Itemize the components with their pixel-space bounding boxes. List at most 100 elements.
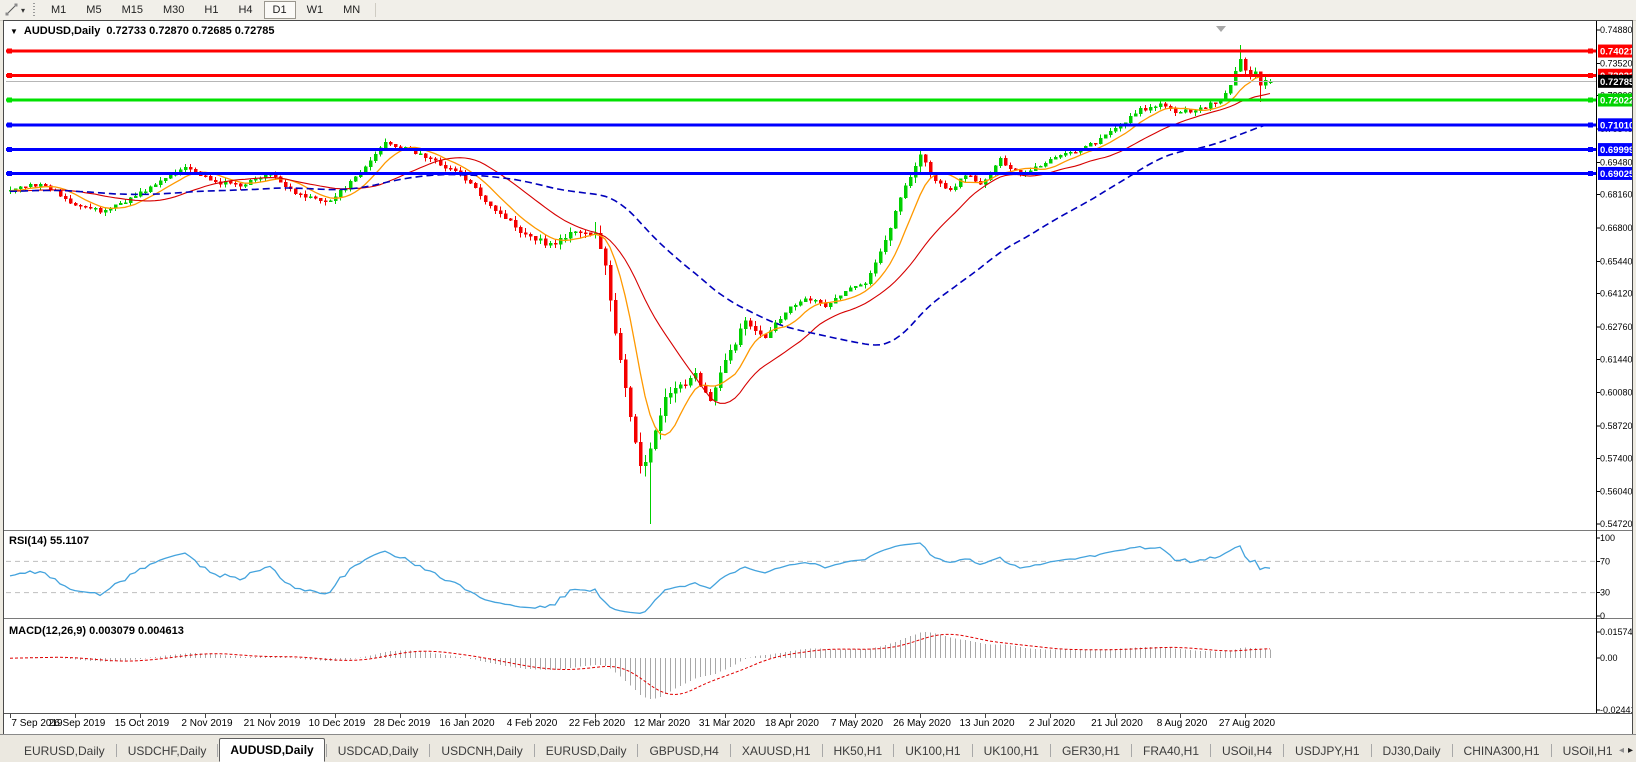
- date-label: 12 Mar 2020: [633, 718, 691, 729]
- macd-signal-line: [9, 633, 1271, 696]
- date-tick: [1180, 714, 1181, 718]
- chart-tab[interactable]: USOil,H1: [1562, 744, 1613, 758]
- price-badge: 0.69025: [1598, 166, 1632, 180]
- date-label: 8 Aug 2020: [1156, 718, 1208, 729]
- collapse-arrow-icon[interactable]: ▼: [10, 26, 18, 36]
- chart-tab[interactable]: XAUUSD,H1: [741, 744, 811, 758]
- line-handle: [1588, 97, 1593, 103]
- price-badge: 0.72785: [1598, 74, 1632, 88]
- chart-tab[interactable]: USDCAD,Daily: [337, 744, 419, 758]
- date-label: 21 Nov 2019: [243, 718, 301, 729]
- tab-separator: [533, 744, 535, 757]
- chart-tab[interactable]: GBPUSD,H4: [649, 744, 719, 758]
- price-tick-label: 0.58720: [1600, 421, 1632, 431]
- tab-separator: [893, 744, 895, 757]
- chart-title: ▼ AUDUSD,Daily 0.72733 0.72870 0.72685 0…: [10, 25, 275, 37]
- horizontal-lines: [6, 48, 1596, 176]
- rsi-axis-label: 70: [1600, 556, 1610, 566]
- date-tick: [205, 714, 206, 718]
- date-tick: [1050, 714, 1051, 718]
- date-label: 7 May 2020: [830, 718, 884, 729]
- price-tick-label: 0.68160: [1600, 190, 1632, 200]
- tab-separator: [1210, 744, 1212, 757]
- date-tick: [1115, 714, 1116, 718]
- date-tick: [335, 714, 336, 718]
- date-tick: [920, 714, 921, 718]
- chart-tab[interactable]: DJ30,Daily: [1382, 744, 1441, 758]
- timeframe-button-m30[interactable]: M30: [162, 4, 185, 16]
- macd-label: MACD(12,26,9) 0.003079 0.004613: [9, 625, 184, 637]
- svg-text:0.69025: 0.69025: [1600, 169, 1632, 180]
- svg-text:0.74021: 0.74021: [1600, 47, 1632, 58]
- date-tick: [400, 714, 401, 718]
- scroll-left-icon[interactable]: ◂: [1618, 745, 1624, 756]
- date-axis[interactable]: 7 Sep 2019 26 Sep 2019 15 Oct 2019 2 Nov 20…: [4, 713, 1632, 734]
- price-tick-label: 0.66800: [1600, 223, 1632, 233]
- chart-tab[interactable]: UK100,H1: [983, 744, 1039, 758]
- line-handle: [7, 170, 12, 176]
- svg-text:0.72785: 0.72785: [1600, 77, 1632, 88]
- chart-tab[interactable]: FRA40,H1: [1142, 744, 1200, 758]
- price-tick-label: 0.62760: [1600, 322, 1632, 332]
- price-tick-label: 0.65440: [1600, 256, 1632, 266]
- tab-separator: [729, 744, 731, 757]
- macd-axis-label: 0.00: [1600, 653, 1618, 663]
- date-tick: [530, 714, 531, 718]
- chart-tab[interactable]: USDJPY,H1: [1295, 744, 1360, 758]
- line-handle: [1588, 122, 1593, 128]
- rsi-axis-label: 0: [1600, 611, 1605, 621]
- timeframe-button-h4[interactable]: H4: [238, 4, 253, 16]
- chart-tab[interactable]: AUDUSD,Daily: [219, 738, 325, 762]
- timeframe-button-m1[interactable]: M1: [51, 4, 67, 16]
- moving-average-55-line: [9, 123, 1271, 346]
- chart-tab[interactable]: EURUSD,Daily: [545, 744, 627, 758]
- chart-tab[interactable]: HK50,H1: [833, 744, 883, 758]
- svg-text:0.72022: 0.72022: [1600, 96, 1632, 107]
- symbol-period-label: AUDUSD,Daily: [23, 25, 101, 37]
- date-label: 10 Dec 2019: [308, 718, 366, 729]
- moving-average-21-line: [10, 92, 1271, 404]
- chart-tab[interactable]: USOil,H4: [1222, 744, 1273, 758]
- price-tick-label: 0.74880: [1600, 25, 1632, 35]
- chart-canvas[interactable]: RSI(14) 55.1107 MACD(12,26,9) 0.003079 0.…: [4, 21, 1632, 713]
- price-badge: 0.69999: [1598, 143, 1632, 157]
- chart-tab[interactable]: EURUSD,Daily: [24, 744, 105, 758]
- tab-separator: [821, 744, 823, 757]
- timeframe-button-m15[interactable]: M15: [121, 4, 143, 16]
- date-label: 13 Jun 2020: [959, 718, 1015, 729]
- price-tick-label: 0.73520: [1600, 58, 1632, 68]
- price-tick-label: 0.54720: [1600, 519, 1632, 529]
- line-study-tool-button[interactable]: ▾: [4, 2, 25, 18]
- tab-separator: [429, 744, 431, 757]
- tab-separator: [115, 744, 117, 757]
- timeframe-button-d1[interactable]: D1: [263, 1, 296, 19]
- date-tick: [855, 714, 856, 718]
- timeframe-button-w1[interactable]: W1: [306, 4, 324, 16]
- chart-shift-marker-icon: [1216, 26, 1226, 32]
- timeframe-button-m5[interactable]: M5: [86, 4, 102, 16]
- price-tick-label: 0.64120: [1600, 289, 1632, 299]
- chart-tab[interactable]: USDCHF,Daily: [127, 744, 207, 758]
- tab-separator: [1283, 744, 1285, 757]
- chart-tab[interactable]: CHINA300,H1: [1463, 744, 1540, 758]
- date-label: 4 Feb 2020: [506, 718, 558, 729]
- price-tick-label: 0.57400: [1600, 453, 1632, 463]
- timeframe-button-mn[interactable]: MN: [343, 4, 361, 16]
- date-label: 16 Jan 2020: [439, 718, 495, 729]
- tab-scroll-arrows: ◂ ▸: [1619, 745, 1633, 756]
- rsi-line: [9, 542, 1271, 614]
- timeframe-button-h1[interactable]: H1: [204, 4, 219, 16]
- price-tick-label: 0.61440: [1600, 354, 1632, 364]
- timeframe-buttons: M1 M5 M15 M30 H1 H4 D1 W1 MN: [41, 1, 370, 19]
- chart-tab[interactable]: USDCNH,Daily: [441, 744, 523, 758]
- price-badge: 0.71010: [1598, 118, 1632, 132]
- chart-tab[interactable]: UK100,H1: [905, 744, 961, 758]
- rsi-axis-label: 100: [1600, 533, 1615, 543]
- chart-tab[interactable]: GER30,H1: [1061, 744, 1120, 758]
- date-label: 22 Feb 2020: [568, 718, 626, 729]
- svg-text:0.69999: 0.69999: [1600, 145, 1632, 156]
- scroll-right-icon[interactable]: ▸: [1627, 745, 1633, 756]
- tab-separator: [1451, 744, 1453, 757]
- tab-separator: [325, 744, 327, 757]
- line-study-icon: [4, 2, 20, 18]
